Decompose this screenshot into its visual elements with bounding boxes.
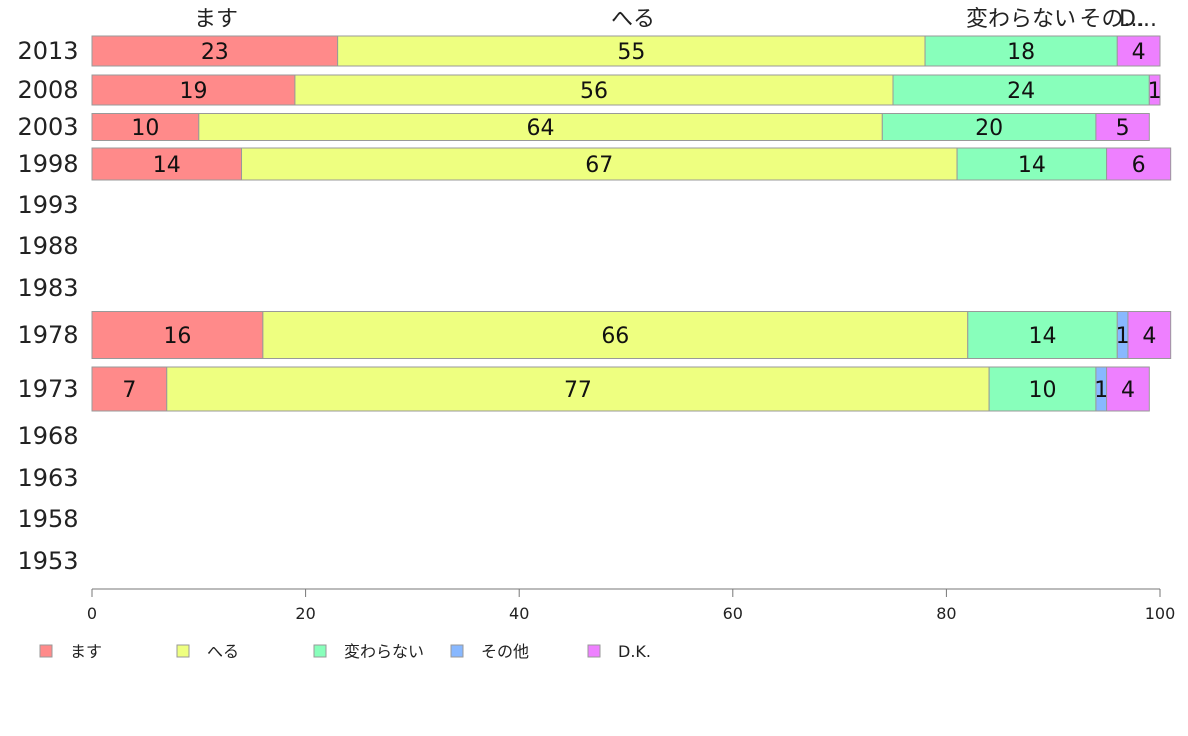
x-tick-label-2: 40 [509, 604, 529, 623]
year-label-1973: 1973 [17, 375, 78, 403]
bar-1998-series-0 [91, 147, 243, 181]
legend-label-1: へる [207, 642, 239, 661]
data-label-1978-series-2: 14 [1029, 324, 1057, 349]
data-label-1973-series-2: 10 [1029, 378, 1057, 403]
top-label-0: ます [194, 7, 238, 32]
year-label-1958: 1958 [17, 505, 78, 533]
legend-swatch-4 [587, 644, 601, 658]
data-label-1973-series-0: 7 [122, 378, 136, 403]
x-tick-label-1: 20 [295, 604, 315, 623]
data-label-2008-series-1: 56 [580, 79, 608, 104]
data-label-1998-series-0: 14 [153, 153, 181, 178]
data-label-2013-series-0: 23 [201, 40, 229, 65]
data-label-2003-series-2: 20 [975, 116, 1003, 141]
bar-2003-series-0 [91, 113, 200, 141]
year-label-2008: 2008 [17, 76, 78, 104]
data-label-1998-series-1: 67 [585, 153, 613, 178]
legend-swatch-2 [313, 644, 327, 658]
bar-2013-series-1 [337, 35, 926, 67]
year-label-1993: 1993 [17, 191, 78, 219]
year-label-1988: 1988 [17, 232, 78, 260]
bar-2008-series-1 [294, 74, 894, 106]
bar-1973-series-0 [91, 366, 168, 412]
data-label-2013-series-1: 55 [617, 40, 645, 65]
data-label-1998-series-4: 6 [1132, 153, 1146, 178]
legend-label-0: ます [70, 642, 102, 661]
data-label-1998-series-2: 14 [1018, 153, 1046, 178]
bar-1973-series-4 [1106, 366, 1150, 412]
data-label-1973-series-3: 1 [1094, 378, 1108, 403]
legend-label-3: その他 [481, 642, 529, 661]
data-label-2003-series-0: 10 [131, 116, 159, 141]
bar-1978-series-2 [967, 311, 1118, 359]
data-label-2013-series-2: 18 [1007, 40, 1035, 65]
bar-1978-series-0 [91, 311, 264, 359]
bar-2003-series-2 [881, 113, 1097, 141]
bar-2013-series-4 [1116, 35, 1161, 67]
top-label-4: D... [1119, 7, 1157, 32]
x-tick-label-3: 60 [723, 604, 743, 623]
legend-label-2: 変わらない [344, 642, 424, 661]
bar-1978-series-4 [1127, 311, 1172, 359]
bar-1998-series-4 [1106, 147, 1172, 181]
year-label-1978: 1978 [17, 321, 78, 349]
x-tick-label-5: 100 [1145, 604, 1176, 623]
bar-2008-series-4 [1148, 74, 1161, 106]
data-label-2003-series-4: 5 [1116, 116, 1130, 141]
legend-label-4: D.K. [618, 642, 651, 661]
data-label-2008-series-2: 24 [1007, 79, 1035, 104]
data-label-1978-series-1: 66 [601, 324, 629, 349]
top-label-2: 変わらない [966, 7, 1076, 32]
legend-swatch-1 [176, 644, 190, 658]
year-label-1968: 1968 [17, 422, 78, 450]
x-tick-label-4: 80 [936, 604, 956, 623]
year-label-1983: 1983 [17, 274, 78, 302]
year-label-1953: 1953 [17, 547, 78, 575]
year-label-2003: 2003 [17, 113, 78, 141]
bar-1973-series-2 [988, 366, 1097, 412]
year-label-2013: 2013 [17, 37, 78, 65]
bar-2003-series-1 [198, 113, 883, 141]
data-label-1978-series-3: 1 [1116, 324, 1130, 349]
year-label-1998: 1998 [17, 150, 78, 178]
data-label-2003-series-1: 64 [527, 116, 555, 141]
legend-swatch-0 [39, 644, 53, 658]
bar-2013-series-0 [91, 35, 339, 67]
top-label-3: その... [1080, 7, 1145, 32]
bar-2008-series-0 [91, 74, 296, 106]
legend-swatch-3 [450, 644, 464, 658]
data-label-1978-series-4: 4 [1142, 324, 1156, 349]
bar-2003-series-4 [1095, 113, 1150, 141]
top-label-1: へる [611, 7, 655, 32]
data-label-2013-series-4: 4 [1132, 40, 1146, 65]
x-tick-label-0: 0 [87, 604, 97, 623]
data-label-2008-series-0: 19 [179, 79, 207, 104]
bar-1998-series-2 [956, 147, 1108, 181]
data-label-1973-series-1: 77 [564, 378, 592, 403]
bar-1973-series-1 [166, 366, 990, 412]
data-label-1978-series-0: 16 [163, 324, 191, 349]
bar-1978-series-1 [262, 311, 969, 359]
data-label-2008-series-4: 1 [1148, 79, 1162, 104]
bar-2013-series-2 [924, 35, 1118, 67]
data-label-1973-series-4: 4 [1121, 378, 1135, 403]
year-label-1963: 1963 [17, 464, 78, 492]
